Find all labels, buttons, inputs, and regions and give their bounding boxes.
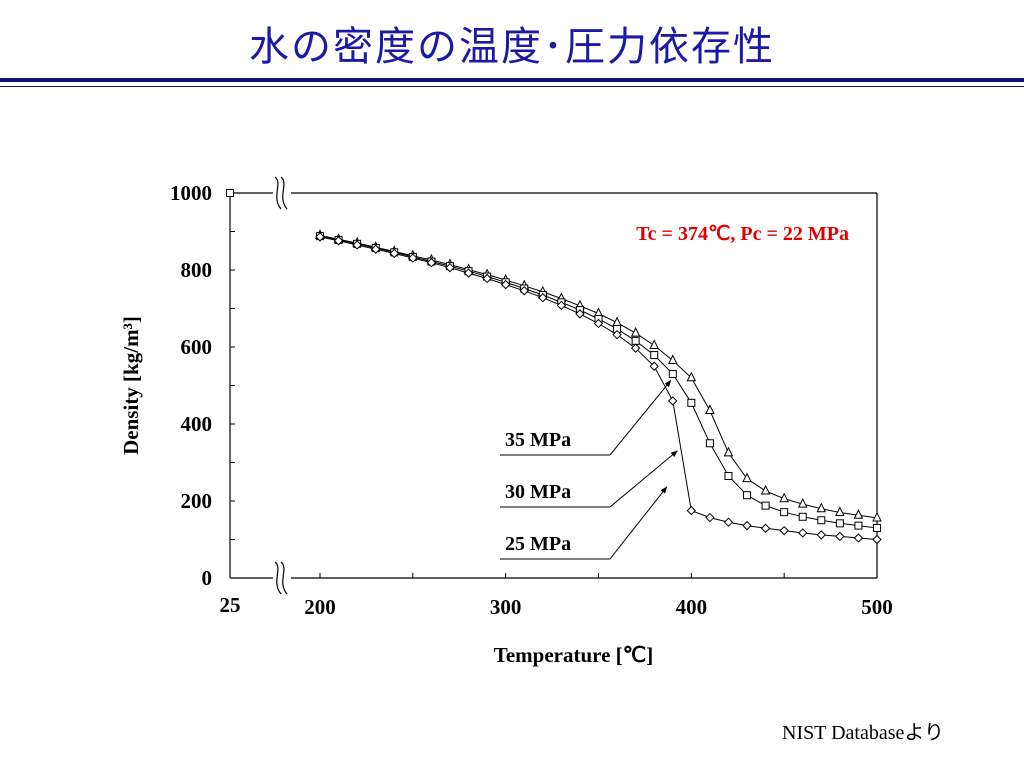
data-point-diamond xyxy=(408,253,418,263)
data-point-diamond xyxy=(482,273,492,284)
data-point-diamond xyxy=(760,523,771,534)
data-point-square xyxy=(724,471,733,480)
data-point-diamond xyxy=(315,232,325,242)
bottom-break-mark-a xyxy=(274,561,282,595)
top-break-mark-b xyxy=(280,176,288,210)
data-point-diamond xyxy=(519,286,529,296)
density-chart: 0 200 400 600 800 1000 25 200 300 400 500 Temperatu… xyxy=(119,176,893,667)
data-point-diamond xyxy=(668,396,678,406)
data-point-diamond xyxy=(370,244,381,254)
series-line-1 xyxy=(319,235,878,529)
series-label: 35 MPa xyxy=(505,429,571,451)
title-rule-thin xyxy=(0,86,1024,87)
top-break-mark-a xyxy=(274,176,282,210)
x-tick-label: 200 xyxy=(304,595,336,619)
data-point-diamond xyxy=(872,534,882,545)
data-point-diamond xyxy=(630,343,641,353)
data-point-diamond xyxy=(686,505,697,516)
data-point-diamond xyxy=(705,512,715,523)
data-point-diamond xyxy=(500,279,511,290)
data-point-diamond xyxy=(649,361,659,371)
data-point-triangle xyxy=(835,506,845,517)
data-point-triangle xyxy=(797,497,808,508)
data-point-square xyxy=(835,519,844,528)
slide-title: 水の密度の温度･圧力依存性 xyxy=(249,24,775,70)
data-point-triangle xyxy=(742,472,752,483)
data-point-triangle xyxy=(779,492,789,503)
data-point-square xyxy=(631,336,640,345)
x-tick-label: 400 xyxy=(676,595,708,619)
data-point-triangle xyxy=(649,339,660,349)
x-tick-label: 300 xyxy=(490,595,522,619)
data-point-diamond xyxy=(816,530,827,540)
data-point-diamond xyxy=(556,300,567,311)
series-label: 30 MPa xyxy=(505,481,571,503)
data-point-square xyxy=(650,351,659,360)
bottom-break-mark-b xyxy=(280,561,288,595)
data-point-triangle xyxy=(686,371,697,382)
series-line-0 xyxy=(319,234,878,519)
data-point-diamond xyxy=(575,309,585,319)
y-axis-title: Density [kg/m³] xyxy=(119,316,143,455)
data-point-diamond xyxy=(333,236,344,246)
y-tick-label: 400 xyxy=(181,412,213,436)
y-tick-label: 0 xyxy=(202,566,213,590)
y-tick-label: 800 xyxy=(181,258,213,282)
source-note: NIST Databaseより xyxy=(782,722,944,744)
data-point-diamond xyxy=(538,293,548,303)
data-point-diamond xyxy=(835,531,845,542)
y-tick-label: 1000 xyxy=(170,181,212,205)
data-point-triangle xyxy=(816,502,827,513)
data-point-triangle xyxy=(853,509,864,519)
x-tick-label: 25 xyxy=(220,593,241,617)
data-point-diamond xyxy=(389,248,399,259)
data-point-diamond xyxy=(779,525,789,536)
data-point-square xyxy=(798,512,807,521)
data-point-square xyxy=(817,516,826,525)
data-point-diamond xyxy=(742,520,752,531)
data-point-diamond xyxy=(445,262,455,273)
data-point-square xyxy=(780,508,789,517)
data-point-diamond xyxy=(798,528,808,538)
data-point-diamond xyxy=(352,240,362,250)
x-tick-label: 500 xyxy=(861,595,893,619)
data-point-triangle xyxy=(667,354,678,364)
critical-point-annotation: Tc = 374℃, Pc = 22 MPa xyxy=(636,223,849,245)
data-point-square xyxy=(226,189,234,197)
y-tick-label: 200 xyxy=(181,489,213,513)
series-label-leader xyxy=(609,450,678,508)
data-point-triangle xyxy=(872,511,882,522)
series-line-2 xyxy=(319,236,878,540)
x-axis-title: Temperature [℃] xyxy=(494,643,653,667)
data-point-triangle xyxy=(630,327,641,337)
series-label: 25 MPa xyxy=(505,533,571,555)
data-point-square xyxy=(854,521,863,530)
chart-labels: 0 200 400 600 800 1000 25 200 300 400 500 Temperatu… xyxy=(119,181,893,667)
data-point-diamond xyxy=(463,268,474,278)
data-point-square xyxy=(687,398,696,407)
data-point-diamond xyxy=(593,318,604,329)
y-tick-label: 600 xyxy=(181,335,213,359)
data-point-diamond xyxy=(612,329,622,340)
data-point-square xyxy=(743,491,752,500)
series-label-leader xyxy=(609,379,672,456)
data-point-triangle xyxy=(705,404,715,415)
data-point-square xyxy=(873,523,881,532)
title-rule-thick xyxy=(0,78,1024,82)
data-point-triangle xyxy=(760,484,771,495)
series-label-leader xyxy=(609,486,668,560)
data-point-diamond xyxy=(723,517,734,527)
data-point-square xyxy=(761,501,770,510)
data-point-square xyxy=(705,439,714,448)
chart-series xyxy=(226,189,882,545)
data-point-diamond xyxy=(426,257,437,268)
data-point-square xyxy=(668,369,677,378)
data-point-diamond xyxy=(853,533,864,543)
data-point-triangle xyxy=(723,446,734,457)
